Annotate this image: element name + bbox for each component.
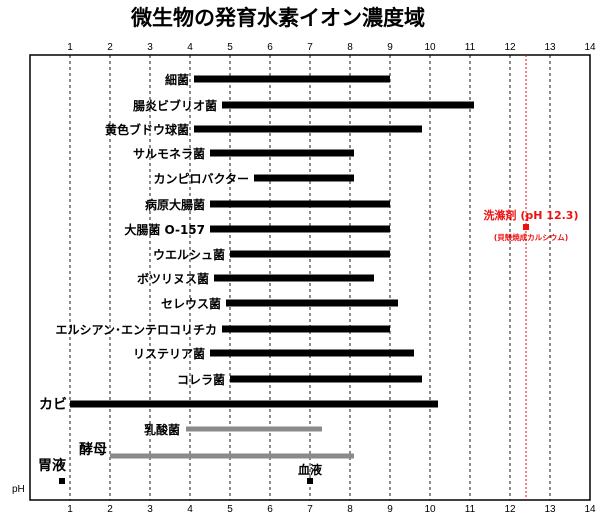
bar — [230, 250, 390, 258]
bar — [186, 426, 322, 432]
top-tick-label: 5 — [227, 42, 233, 53]
annotation-sublabel: (貝殻焼成カルシウム) — [494, 232, 568, 242]
bottom-tick-labels: 1 2 3 4 5 6 7 8 9 10 11 12 13 14 — [67, 504, 596, 515]
bar — [194, 125, 422, 133]
bottom-tick-label: 10 — [424, 504, 436, 515]
bar-label: リステリア菌 — [133, 346, 205, 361]
bottom-tick-label: 11 — [465, 504, 476, 515]
top-tick-labels: 1 2 3 4 5 6 7 8 9 10 11 12 13 14 — [67, 42, 596, 53]
top-tick-label: 7 — [307, 42, 313, 53]
bar — [222, 101, 474, 109]
bar-label: サルモネラ菌 — [133, 146, 205, 161]
bottom-tick-label: 4 — [187, 504, 193, 515]
data-point — [307, 478, 313, 484]
bottom-tick-label: 1 — [67, 504, 73, 515]
bottom-tick-label: 6 — [267, 504, 273, 515]
top-tick-label: 8 — [347, 42, 353, 53]
bar — [210, 200, 390, 208]
bar-label: 大腸菌 O-157 — [124, 222, 205, 237]
top-tick-label: 13 — [544, 42, 556, 53]
plot-frame — [29, 54, 591, 501]
bar — [110, 453, 354, 459]
point-label: 血液 — [298, 462, 322, 477]
top-tick-label: 12 — [504, 42, 516, 53]
data-point — [59, 478, 65, 484]
point-label: 胃液 — [38, 457, 67, 474]
bar-label: 乳酸菌 — [144, 422, 180, 437]
bar-label: コレラ菌 — [177, 372, 225, 387]
bar-label: セレウス菌 — [161, 296, 221, 311]
top-tick-label: 4 — [187, 42, 193, 53]
bar-label: カビ — [39, 397, 67, 413]
bottom-tick-label: 2 — [107, 504, 113, 515]
chart-title: 微生物の発育水素イオン濃度域 — [130, 6, 425, 30]
bar — [230, 375, 422, 383]
bar-label: 黄色ブドウ球菌 — [105, 122, 189, 137]
bottom-tick-label: 12 — [504, 504, 516, 515]
bottom-tick-label: 3 — [147, 504, 153, 515]
x-axis-label: pH — [12, 484, 25, 495]
bottom-tick-label: 7 — [307, 504, 313, 515]
bottom-tick-label: 13 — [544, 504, 556, 515]
bar-label: 腸炎ビブリオ菌 — [133, 98, 217, 113]
bar — [226, 299, 398, 307]
annotation-label: 洗滌剤 (pH 12.3) — [484, 208, 579, 222]
top-tick-label: 2 — [107, 42, 113, 53]
bar-label: 病原大腸菌 — [145, 197, 205, 212]
bottom-tick-label: 14 — [584, 504, 596, 515]
bar — [222, 325, 390, 333]
bar — [210, 349, 414, 357]
bar-label: 細菌 — [165, 72, 189, 87]
top-tick-label: 14 — [584, 42, 596, 53]
bar — [254, 174, 354, 182]
top-tick-label: 10 — [424, 42, 436, 53]
points-group: 胃液 血液 — [38, 457, 322, 484]
top-tick-label: 11 — [465, 42, 476, 53]
bar-label: ウエルシュ菌 — [153, 247, 225, 262]
bar-label: エルシアン･エンテロコリチカ — [55, 323, 217, 337]
bar — [210, 149, 354, 157]
top-tick-label: 6 — [267, 42, 273, 53]
bar-label: ボツリヌス菌 — [137, 271, 209, 286]
bar — [214, 274, 374, 282]
annotation-marker — [523, 224, 529, 230]
bar — [210, 225, 390, 233]
bar — [70, 400, 438, 408]
annotation-group: 洗滌剤 (pH 12.3) (貝殻焼成カルシウム) — [484, 55, 579, 500]
bottom-tick-label: 8 — [347, 504, 353, 515]
bar-label: 酵母 — [79, 441, 107, 458]
bottom-tick-label: 9 — [387, 504, 393, 515]
top-tick-label: 9 — [387, 42, 393, 53]
top-tick-label: 3 — [147, 42, 153, 53]
bottom-tick-label: 5 — [227, 504, 233, 515]
bar-label: カンピロバクター — [153, 172, 249, 186]
bar — [194, 75, 390, 83]
top-tick-label: 1 — [67, 42, 73, 53]
